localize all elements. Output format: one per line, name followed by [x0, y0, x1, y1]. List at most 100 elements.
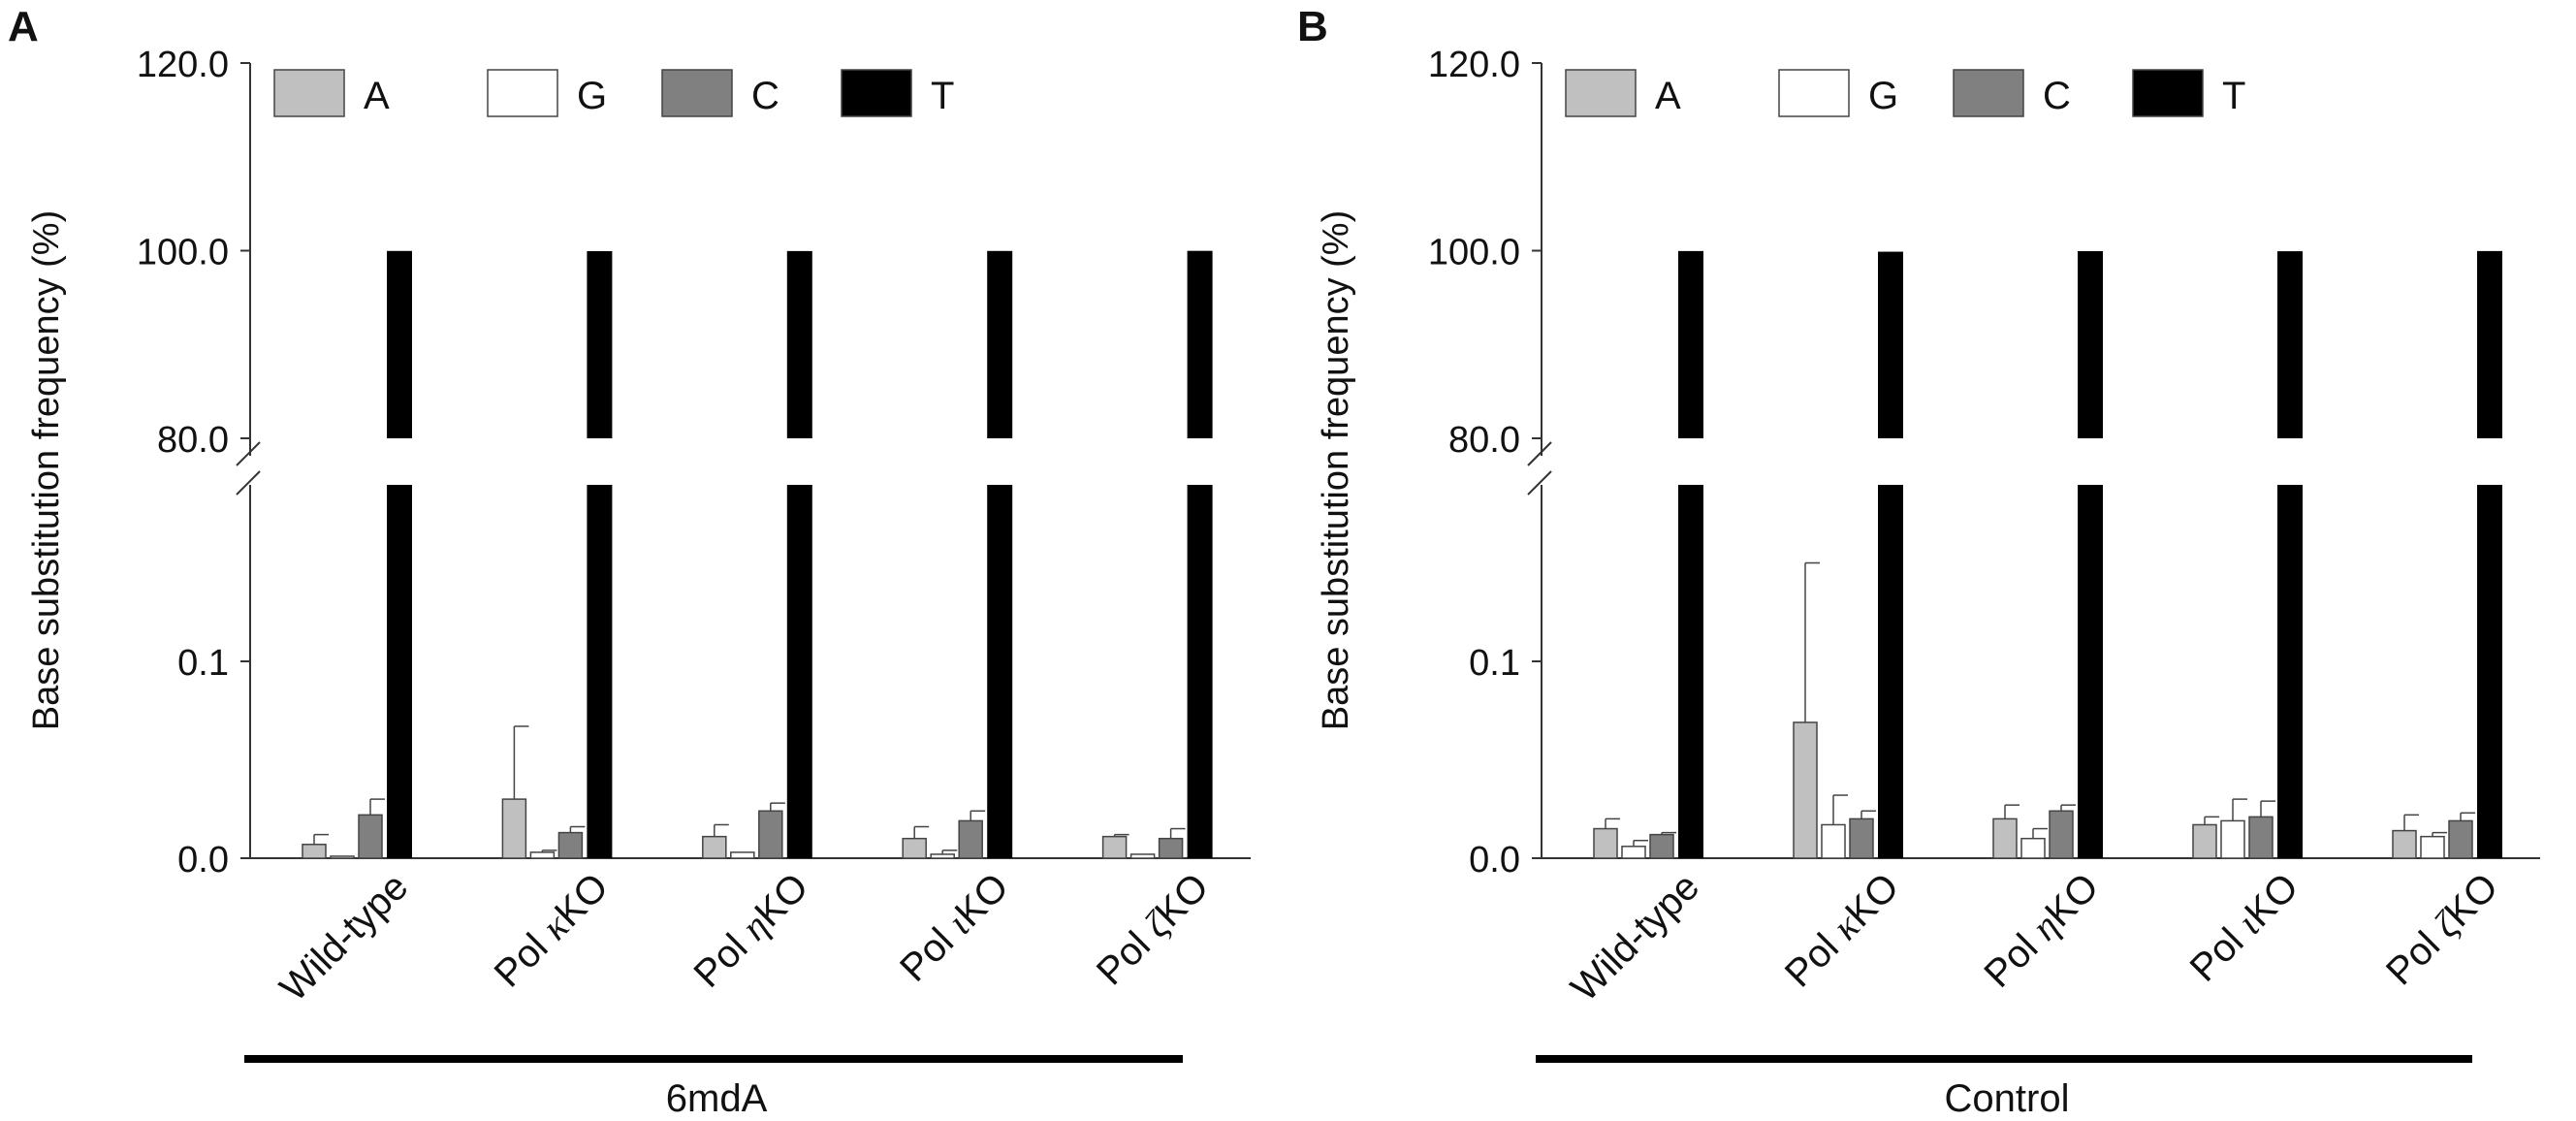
y-tick-label: 80.0	[1448, 420, 1520, 461]
bar-C	[1849, 817, 1874, 859]
group-label: Control	[1945, 1077, 2070, 1120]
category-prefix: Wild-type	[1563, 865, 1707, 1009]
bar-T-upper	[2477, 250, 2502, 438]
bar-C	[2448, 819, 2473, 859]
legend-swatch-c	[1953, 69, 2024, 117]
axis-break-mark	[1527, 470, 1552, 496]
bar-A	[501, 798, 527, 859]
x-tick-label: Pol ιKO	[891, 865, 1016, 990]
axis-break-mark	[236, 441, 261, 466]
bar-G	[2420, 835, 2445, 859]
legend-label: T	[931, 75, 954, 117]
bar-T-lower	[987, 485, 1013, 858]
bar-G	[1821, 823, 1846, 859]
bar-T-upper	[987, 250, 1013, 438]
legend-swatch-a	[273, 69, 345, 117]
bar-A	[1992, 817, 2018, 859]
bar-C	[1649, 833, 1674, 859]
bar-G	[529, 851, 556, 859]
bar-G	[1129, 853, 1156, 859]
bar-A	[302, 844, 327, 859]
x-tick-label: Wild-type	[1563, 865, 1707, 1009]
y-axis-title: Base substitution frequency (%)	[26, 210, 67, 731]
bar-G	[1621, 846, 1646, 859]
legend-swatch-t	[841, 69, 912, 117]
bar-C	[557, 831, 584, 859]
y-tick-label: 0.1	[177, 643, 229, 684]
bar-T-lower	[2277, 485, 2303, 858]
legend-label: G	[1868, 75, 1898, 117]
axis-break-mark	[236, 470, 261, 496]
legend-swatch-g	[1778, 69, 1850, 117]
panel-a: A 0.0 0.1 80.0 100.0 120.0 Base substitution f…	[8, 3, 1251, 1120]
legend-swatch-c	[661, 69, 733, 117]
bar-T-lower	[387, 485, 412, 858]
bar-C	[358, 814, 383, 859]
bar-C	[758, 810, 783, 859]
x-tick-label: Pol ηKO	[685, 865, 816, 996]
bar-T-upper	[587, 250, 613, 438]
x-tick-label: Pol κKO	[486, 865, 617, 996]
x-tick-label: Wild-type	[271, 865, 416, 1009]
y-tick-label: 100.0	[1428, 233, 1520, 273]
legend-label: G	[577, 75, 607, 117]
bar-T-lower	[786, 485, 812, 858]
bar-T-upper	[1187, 250, 1213, 438]
axis-break-mark	[1527, 441, 1552, 466]
y-tick-label: 0.0	[177, 840, 229, 881]
bar-A	[2392, 829, 2417, 859]
bar-T-lower	[587, 485, 613, 858]
bar-A	[1793, 721, 1818, 859]
legend-swatch-a	[1565, 69, 1637, 117]
group-label: 6mdA	[666, 1077, 768, 1120]
bar-C	[958, 819, 983, 859]
bar-T-upper	[2078, 250, 2103, 438]
bar-A	[1101, 835, 1128, 859]
bar-C	[2248, 816, 2274, 859]
bar-A	[702, 835, 727, 859]
panel-label: B	[1297, 3, 1328, 50]
bar-G	[2020, 837, 2046, 859]
bar-T-lower	[2477, 485, 2502, 858]
y-tick-label: 0.1	[1469, 643, 1520, 684]
bar-T-lower	[2078, 485, 2103, 858]
bar-G	[930, 853, 955, 859]
bar-G	[730, 851, 755, 859]
x-tick-label: Pol ιKO	[2181, 865, 2306, 990]
bar-T-upper	[786, 250, 812, 438]
bar-G	[2220, 819, 2245, 859]
bar-C	[1158, 837, 1184, 859]
y-axis-title: Base substitution frequency (%)	[1316, 210, 1356, 731]
legend-swatch-g	[487, 69, 558, 117]
x-tick-label: Pol ζKO	[1088, 865, 1217, 994]
category-prefix: Wild-type	[271, 865, 416, 1009]
legend-label: A	[1655, 75, 1681, 117]
bar-A	[1593, 827, 1618, 859]
x-tick-label: Pol ηKO	[1976, 865, 2107, 996]
y-tick-label: 80.0	[157, 420, 229, 461]
bar-T-upper	[387, 250, 412, 438]
y-tick-label: 120.0	[137, 45, 229, 85]
bar-T-lower	[1878, 485, 1903, 858]
bar-C	[2049, 810, 2074, 859]
legend-label: T	[2222, 75, 2245, 117]
bar-G	[330, 855, 355, 859]
bar-T-upper	[1878, 251, 1903, 438]
legend-label: A	[364, 75, 390, 117]
x-tick-label: Pol κKO	[1776, 865, 1907, 996]
bar-T-upper	[2277, 251, 2303, 438]
panel-b: B 0.0 0.1 80.0 100.0 120.0 Base substitution f…	[1297, 3, 2540, 1120]
bar-A	[902, 837, 927, 859]
panel-label: A	[8, 3, 39, 50]
x-tick-label: Pol ζKO	[2377, 865, 2506, 994]
y-tick-label: 120.0	[1428, 45, 1520, 85]
y-tick-label: 100.0	[137, 233, 229, 273]
legend-swatch-t	[2132, 69, 2204, 117]
bar-T-lower	[1678, 485, 1703, 858]
bar-T-upper	[1678, 250, 1703, 438]
bar-T-lower	[1187, 485, 1213, 858]
y-tick-label: 0.0	[1469, 840, 1520, 881]
legend-label: C	[751, 75, 779, 117]
bar-A	[2192, 823, 2217, 859]
